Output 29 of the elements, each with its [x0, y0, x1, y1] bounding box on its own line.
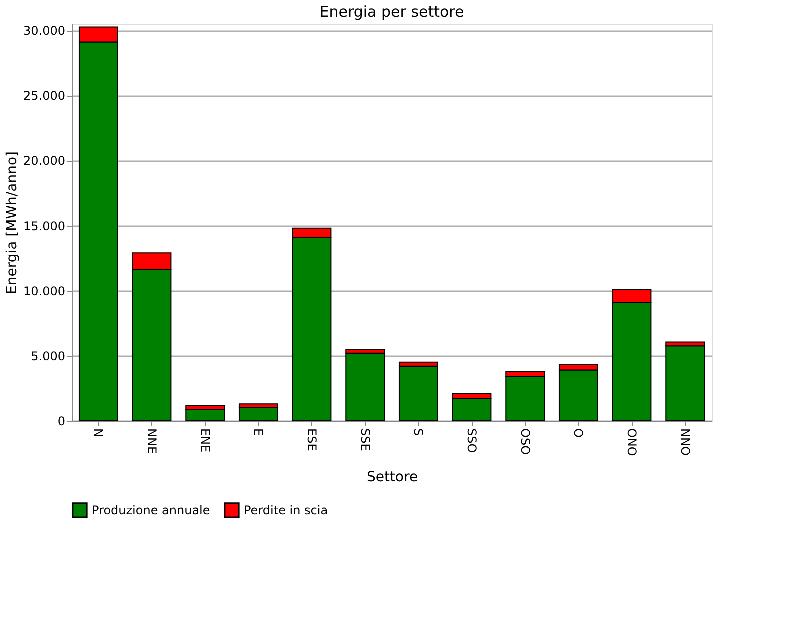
x-tick-label: SSE — [358, 428, 372, 452]
y-tick-label: 20.000 — [24, 154, 66, 168]
x-tick-label: O — [572, 428, 586, 438]
x-tick-label: SSO — [465, 428, 479, 454]
x-tick-label: N — [92, 428, 106, 438]
x-tick-label: ESE — [305, 428, 319, 452]
legend-label: Perdite in scia — [244, 503, 328, 518]
y-tick-label: 5.000 — [31, 349, 66, 364]
x-tick-label: S — [412, 428, 426, 436]
legend-label: Produzione annuale — [92, 503, 210, 518]
bar — [238, 407, 278, 422]
x-tick-label: NNO — [678, 428, 692, 456]
y-tick-label: 25.000 — [24, 89, 66, 104]
y-tick-label: 30.000 — [24, 24, 66, 38]
y-axis-title: Energia [MWh/anno] — [4, 152, 21, 294]
y-tick-label: 0 — [58, 414, 66, 428]
chart-title: Energia per settore — [320, 3, 464, 21]
bar — [186, 409, 226, 422]
x-tick-label: E — [252, 428, 266, 436]
y-tick-label: 15.000 — [24, 219, 66, 234]
x-tick-label: OSO — [518, 428, 532, 456]
x-tick-label: ENE — [198, 428, 212, 453]
x-axis-title: Settore — [366, 469, 418, 486]
x-tick-label: ONO — [625, 428, 639, 456]
bar — [666, 346, 706, 422]
x-tick-label: NNE — [145, 428, 159, 454]
bar — [398, 366, 438, 422]
y-tick-label: 10.000 — [24, 284, 66, 298]
bar — [346, 352, 386, 422]
